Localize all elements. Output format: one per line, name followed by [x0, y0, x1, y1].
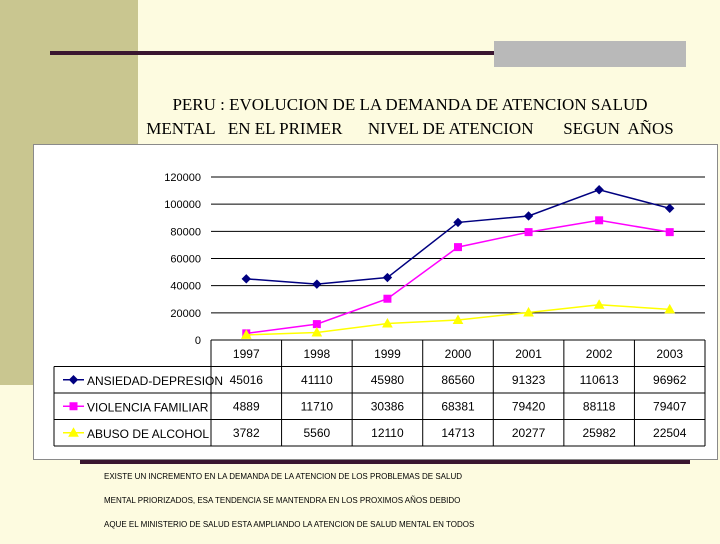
data-point	[383, 294, 392, 303]
table-cell-value: 20277	[512, 426, 546, 440]
legend-marker	[68, 375, 79, 385]
line-chart-with-data-table: 0 20000 40000 60000 80000 100000 120000 1997 199…	[53, 172, 706, 447]
table-cell-value: 110613	[580, 373, 619, 387]
x-category-label: 2003	[656, 347, 683, 361]
data-point	[595, 216, 604, 225]
data-point	[240, 329, 252, 339]
y-tick-label: 60000	[170, 254, 201, 266]
table-cell-value: 91323	[512, 373, 546, 387]
data-point	[664, 303, 676, 314]
x-category-label: 2002	[586, 347, 613, 361]
slide-note-line-3: AQUE EL MINISTERIO DE SALUD ESTA AMPLIAN…	[104, 520, 475, 529]
x-category-label: 2000	[445, 347, 472, 361]
y-tick-label: 100000	[164, 199, 201, 211]
table-cell-value: 14713	[441, 426, 475, 440]
legend-label: VIOLENCIA FAMILIAR	[87, 400, 209, 414]
table-cell-value: 86560	[441, 373, 475, 387]
x-category-label: 1997	[233, 347, 260, 361]
data-point	[241, 274, 251, 284]
table-cell-value: 4889	[233, 399, 260, 413]
y-tick-label: 120000	[164, 172, 201, 184]
slide-title-line-2: MENTAL EN EL PRIMER NIVEL DE ATENCION SE…	[146, 119, 674, 138]
data-point	[594, 185, 604, 195]
table-cell-value: 25982	[582, 426, 616, 440]
table-cell-value: 45016	[230, 373, 264, 387]
data-point	[665, 228, 674, 237]
slide-title: PERU : EVOLUCION DE LA DEMANDA DE ATENCI…	[100, 93, 720, 141]
decorative-top-box	[494, 41, 686, 67]
data-point	[312, 320, 321, 329]
table-cell-value: 41110	[301, 373, 333, 387]
data-point	[311, 326, 323, 337]
decorative-top-rule	[50, 51, 686, 55]
data-point	[524, 228, 533, 237]
table-cell-value: 5560	[304, 426, 331, 440]
y-tick-label: 20000	[170, 308, 201, 320]
table-cell-value: 79407	[653, 399, 687, 413]
data-point	[452, 314, 464, 325]
data-point	[382, 272, 393, 283]
slide-note-line-1: EXISTE UN INCREMENTO EN LA DEMANDA DE LA…	[104, 472, 463, 481]
data-point	[312, 279, 322, 289]
table-cell-value: 45980	[371, 373, 405, 387]
data-point	[523, 306, 534, 317]
table-cell-value: 22504	[653, 426, 687, 440]
legend-marker	[69, 402, 78, 411]
y-tick-label: 40000	[170, 281, 201, 293]
data-point	[593, 299, 605, 309]
x-category-label: 2001	[515, 347, 542, 361]
table-cell-value: 11710	[301, 399, 334, 413]
data-point	[665, 203, 675, 214]
x-category-label: 1999	[374, 347, 401, 361]
legend-label: ANSIEDAD-DEPRESION	[87, 374, 223, 388]
y-tick-label: 0	[195, 335, 201, 347]
legend-label: ABUSO DE ALCOHOL	[87, 427, 209, 441]
table-cell-value: 68381	[441, 399, 475, 413]
data-point	[382, 318, 393, 328]
table-cell-value: 79420	[512, 399, 546, 413]
legend-marker	[68, 427, 79, 437]
table-cell-value: 3782	[233, 426, 260, 440]
slide-title-line-1: PERU : EVOLUCION DE LA DEMANDA DE ATENCI…	[172, 95, 648, 114]
slide-note: EXISTE UN INCREMENTO EN LA DEMANDA DE LA…	[104, 472, 664, 544]
data-point	[454, 243, 462, 252]
data-point	[453, 217, 463, 228]
data-point	[523, 211, 534, 221]
slide-note-line-2: MENTAL PRIORIZADOS, ESA TENDENCIA SE MAN…	[104, 496, 461, 505]
table-cell-value: 96962	[653, 373, 687, 387]
table-cell-value: 30386	[371, 399, 405, 413]
table-cell-value: 88118	[583, 399, 616, 413]
table-cell-value: 12110	[371, 426, 404, 440]
chart-panel: 0 20000 40000 60000 80000 100000 120000 1997 199…	[33, 144, 718, 460]
y-tick-label: 80000	[170, 226, 201, 238]
x-category-label: 1998	[304, 347, 331, 361]
